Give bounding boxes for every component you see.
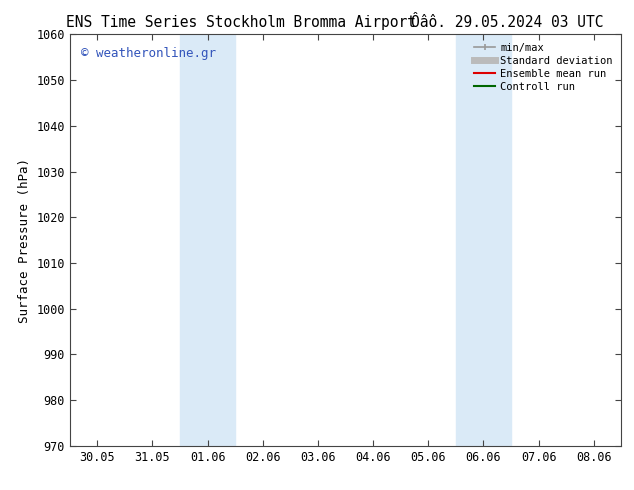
Bar — [180, 34, 235, 446]
Legend: min/max, Standard deviation, Ensemble mean run, Controll run: min/max, Standard deviation, Ensemble me… — [471, 40, 616, 95]
Text: ENS Time Series Stockholm Bromma Airport: ENS Time Series Stockholm Bromma Airport — [66, 15, 416, 30]
Y-axis label: Surface Pressure (hPa): Surface Pressure (hPa) — [18, 158, 31, 322]
Text: © weatheronline.gr: © weatheronline.gr — [81, 47, 216, 60]
Text: Ôâô. 29.05.2024 03 UTC: Ôâô. 29.05.2024 03 UTC — [411, 15, 604, 30]
Bar — [456, 34, 511, 446]
